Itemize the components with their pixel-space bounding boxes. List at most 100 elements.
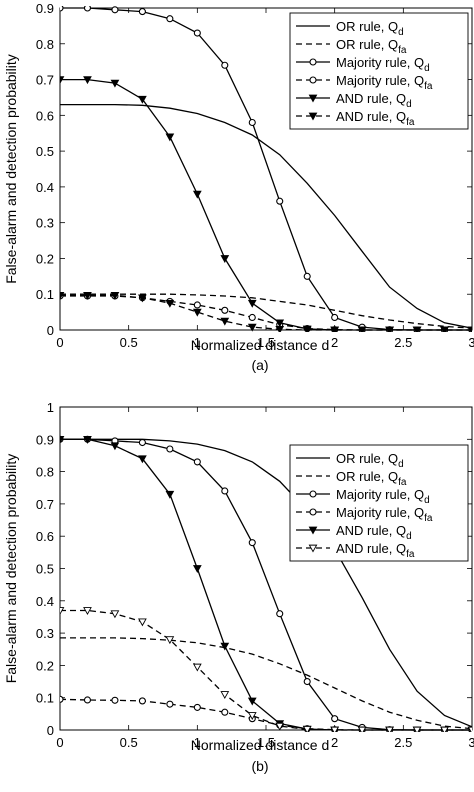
- series-point: [83, 696, 92, 704]
- x-tick-label: 0.5: [120, 335, 138, 350]
- legend-entry-name: Majority rule, Q: [336, 505, 424, 520]
- legend-entry-subscript: fa: [406, 117, 415, 128]
- y-tick-label: 0.1: [36, 691, 54, 706]
- series-point: [60, 6, 64, 12]
- series-point: [331, 715, 339, 723]
- legend-entry: OR rule, Qfa: [336, 469, 407, 488]
- y-axis-label: False-alarm and detection probability: [3, 54, 19, 284]
- series-point: [138, 697, 146, 705]
- series-point: [247, 323, 257, 332]
- legend-box: [289, 12, 469, 130]
- x-tick-label: 0.5: [120, 735, 138, 750]
- y-tick-label: 1: [47, 400, 54, 415]
- y-tick-label: 0: [47, 323, 54, 338]
- legend-marker: [309, 490, 317, 498]
- legend-entry: AND rule, Qfa: [336, 541, 415, 560]
- y-tick-label: 0.8: [36, 465, 54, 480]
- series-point: [111, 696, 119, 704]
- legend-entry-subscript: fa: [406, 549, 415, 560]
- y-tick-label: 0.7: [36, 497, 54, 512]
- series-point: [165, 490, 175, 499]
- y-tick-label: 0.6: [36, 108, 54, 123]
- x-tick-label: 1.5: [257, 335, 275, 350]
- series-point: [247, 697, 257, 706]
- y-tick-label: 0.7: [36, 73, 54, 88]
- chart-panel-b: 0 0.5 1 1.5 2 2.5 3 0 0.1 0.2 0.3 0.4 0.5 0.6 0.7 0.8 0.…: [3, 400, 474, 774]
- y-tick-label: 0.3: [36, 626, 54, 641]
- series-point: [248, 539, 256, 547]
- x-axis-label: Normalized distance d: [191, 337, 330, 353]
- series-point: [357, 726, 367, 732]
- series-point: [303, 677, 311, 686]
- y-tick-label: 0.1: [36, 287, 54, 302]
- series-point: [385, 326, 394, 332]
- series-line: [60, 637, 472, 730]
- legend-entry-subscript: d: [398, 459, 404, 470]
- series-point: [220, 691, 230, 699]
- legend-entry: AND rule, Qd: [336, 91, 412, 110]
- series-point: [138, 438, 146, 447]
- series-point: [138, 8, 146, 16]
- legend-marker: [309, 508, 317, 516]
- series-point: [221, 306, 229, 314]
- series-point: [276, 610, 284, 618]
- series-point: [110, 442, 120, 451]
- series-point: [111, 6, 119, 14]
- y-tick-label: 0.2: [36, 251, 54, 266]
- series-point: [330, 326, 340, 332]
- legend-entry-name: OR rule, Q: [336, 469, 398, 484]
- series-point: [60, 695, 64, 703]
- legend-entry-name: AND rule, Q: [336, 91, 406, 106]
- series-point: [83, 607, 92, 616]
- series-point: [440, 726, 449, 732]
- legend-entry-subscript: d: [424, 495, 430, 506]
- legend-entry-subscript: d: [424, 63, 430, 74]
- legend-entry-name: Majority rule, Q: [336, 487, 424, 502]
- series-point: [303, 272, 311, 280]
- x-tick-label: 2.5: [394, 735, 412, 750]
- legend-entry-subscript: d: [398, 27, 404, 38]
- series-point: [193, 703, 201, 711]
- series-point: [275, 325, 285, 332]
- series-point: [385, 726, 394, 732]
- y-tick-label: 0.2: [36, 658, 54, 673]
- y-tick-label: 0.4: [36, 180, 54, 195]
- legend-entry: Majority rule, Qd: [336, 55, 430, 74]
- x-tick-label: 2: [331, 735, 338, 750]
- series-point: [192, 190, 202, 199]
- series-point: [110, 291, 120, 300]
- legend-entry-name: OR rule, Q: [336, 37, 398, 52]
- series-point: [83, 291, 92, 300]
- legend-entry-subscript: d: [406, 99, 412, 110]
- series-point: [192, 308, 202, 317]
- legend-entry-name: OR rule, Q: [336, 19, 398, 34]
- series-line: [60, 438, 472, 728]
- series-point: [330, 726, 340, 732]
- series-group: [60, 435, 472, 732]
- x-tick-label: 0: [56, 335, 63, 350]
- legend-entry-name: AND rule, Q: [336, 109, 406, 124]
- series-point: [166, 445, 174, 453]
- series-point: [247, 299, 257, 308]
- series-line: [60, 293, 472, 329]
- series-point: [166, 700, 174, 708]
- chart-panel-a: 0 0.5 1 1.5 2 2.5 3 0 0.1 0.2 0.3 0.4 0.5 0.6 0.7 0.8 0.…: [3, 1, 474, 373]
- y-tick-label: 0: [47, 723, 54, 738]
- series-point: [247, 712, 257, 720]
- series-point: [192, 565, 202, 574]
- x-tick-label: 0: [56, 735, 63, 750]
- legend-marker: [309, 76, 317, 84]
- series-point: [467, 326, 472, 332]
- series-point: [412, 326, 422, 332]
- x-tick-label: 3: [468, 335, 474, 350]
- series-point: [138, 618, 147, 627]
- series-point: [221, 487, 229, 495]
- series-point: [220, 642, 230, 651]
- series-point: [248, 313, 256, 322]
- series-point: [60, 607, 65, 616]
- series-point: [60, 76, 65, 85]
- series-line: [60, 609, 472, 731]
